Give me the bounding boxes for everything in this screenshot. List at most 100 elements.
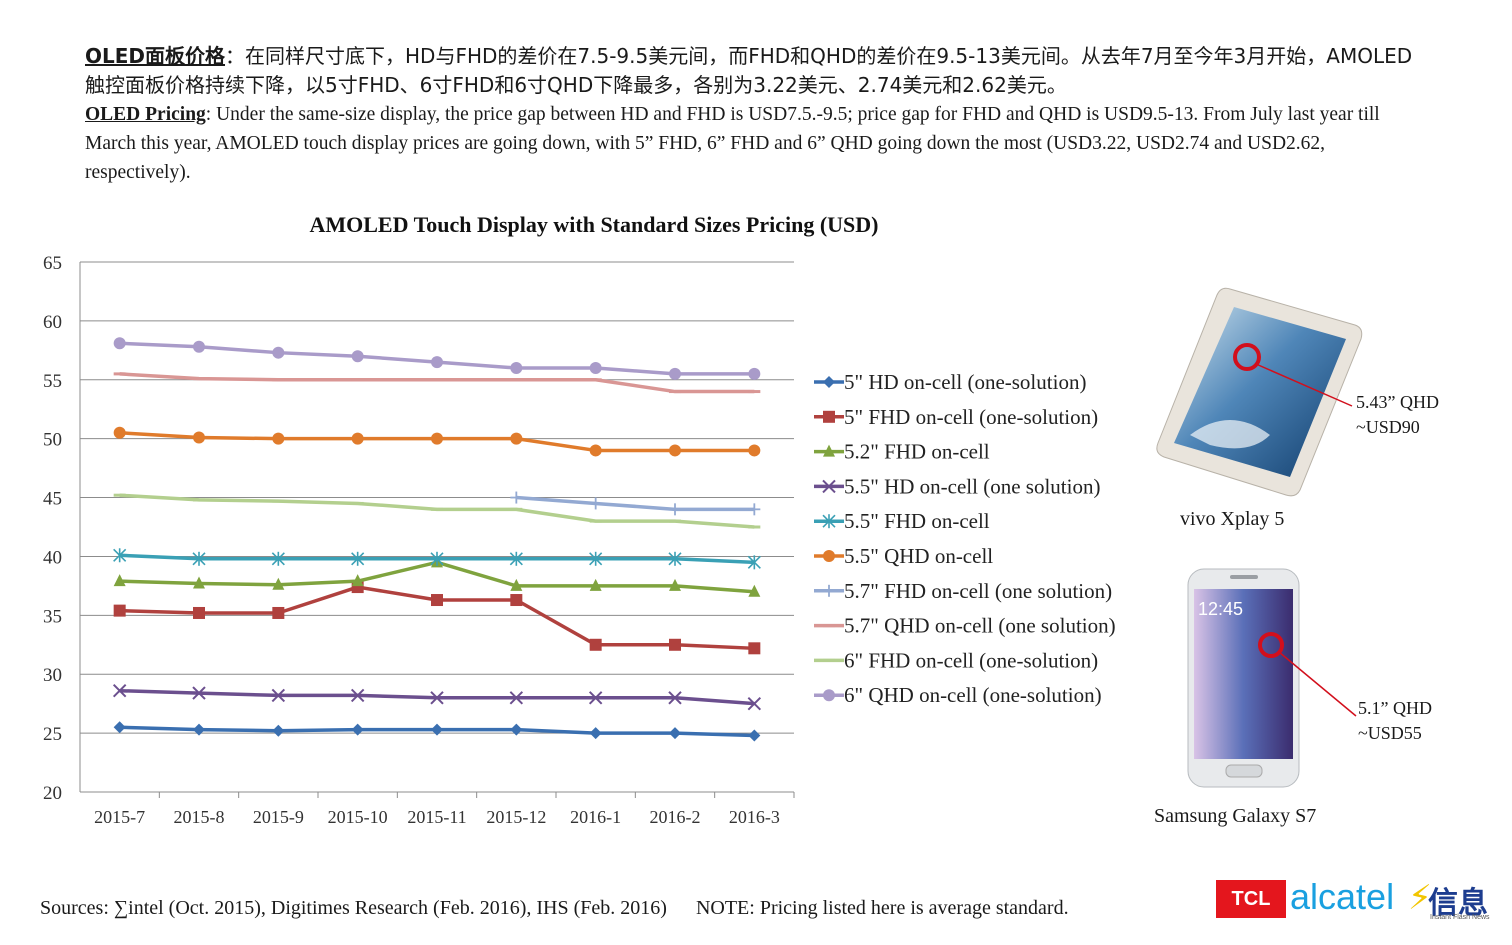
legend-item: 5.7" QHD on-cell (one solution) — [814, 614, 1116, 638]
legend-item: 6" QHD on-cell (one-solution) — [814, 683, 1102, 707]
data-point — [431, 723, 443, 736]
data-point — [431, 356, 443, 369]
legend-label: 5" FHD on-cell (one-solution) — [844, 405, 1098, 429]
samsung-highlight-circle — [1258, 632, 1357, 717]
intro-english: OLED Pricing: Under the same-size displa… — [85, 100, 1425, 187]
data-point — [113, 604, 126, 617]
legend-item: 5" HD on-cell (one-solution) — [814, 370, 1086, 394]
data-point — [669, 444, 681, 457]
x-tick-label: 2016-2 — [650, 807, 701, 827]
data-point — [430, 551, 444, 566]
data-point — [272, 432, 285, 445]
legend-item: 6" FHD on-cell (one-solution) — [814, 648, 1098, 672]
data-point — [748, 367, 761, 380]
intro-cn-body: ：在同样尺寸底下，HD与FHD的差价在7.5-9.5美元间，而FHD和QHD的差… — [85, 44, 1413, 97]
data-point — [747, 696, 762, 711]
footer: Sources: ∑intel (Oct. 2015), Digitimes R… — [40, 897, 1069, 920]
y-tick-label: 35 — [43, 606, 62, 627]
x-tick-label: 2015-12 — [486, 807, 546, 827]
data-point — [192, 686, 206, 700]
x-tick-label: 2015-9 — [253, 807, 304, 827]
data-point — [271, 688, 286, 703]
price-line-chart: AMOLED Touch Display with Standard Sizes… — [43, 212, 1116, 827]
data-point — [193, 340, 205, 353]
legend-item: 5" FHD on-cell (one-solution) — [814, 405, 1098, 429]
data-point — [669, 503, 681, 516]
x-tick-label: 2015-10 — [328, 807, 388, 827]
y-axis: 20 25 30 35 40 45 50 55 60 65 — [43, 253, 81, 804]
legend-swatch-marker — [823, 376, 835, 388]
vivo-caption: vivo Xplay 5 — [1180, 508, 1285, 530]
alcatel-logo: alcatel — [1290, 876, 1395, 917]
series-line — [119, 493, 755, 529]
data-point — [193, 431, 205, 444]
data-point — [272, 577, 285, 590]
vivo-highlight-circle — [1233, 343, 1353, 407]
legend-label: 5.5" FHD on-cell — [844, 509, 990, 533]
data-point — [113, 337, 126, 350]
series-6 — [510, 491, 761, 516]
chart-title: AMOLED Touch Display with Standard Sizes… — [309, 212, 878, 237]
legend-label: 5" HD on-cell (one-solution) — [844, 370, 1086, 394]
intro-cn-lead: OLED面板价格 — [85, 44, 226, 68]
y-tick-label: 65 — [43, 253, 62, 274]
data-point — [351, 350, 364, 363]
data-point — [431, 594, 443, 607]
data-point — [748, 503, 761, 516]
data-point — [669, 367, 681, 380]
data-point — [351, 551, 365, 566]
data-point — [669, 727, 681, 740]
samsung-callout-spec: 5.1” QHD — [1358, 698, 1432, 718]
x-tick-label: 2015-8 — [174, 807, 225, 827]
data-point — [510, 723, 523, 736]
x-tick-label: 2015-11 — [407, 807, 466, 827]
intro-en-lead: OLED Pricing — [85, 104, 206, 125]
intro-en-body: : Under the same-size display, the price… — [85, 104, 1380, 183]
footer-sources: Sources: ∑intel (Oct. 2015), Digitimes R… — [40, 897, 667, 919]
vivo-callout-spec: 5.43” QHD — [1356, 392, 1439, 412]
data-point — [350, 688, 365, 703]
series-0 — [113, 721, 761, 742]
legend-swatch-marker — [822, 514, 836, 529]
vivo-phone-image — [1156, 287, 1363, 497]
data-point — [509, 691, 524, 705]
chart-grid — [80, 261, 794, 793]
logo-tagline: Instant Flash News — [1430, 914, 1490, 921]
legend-swatch-marker — [823, 550, 835, 562]
legend-label: 5.7" QHD on-cell (one solution) — [844, 614, 1116, 638]
y-tick-label: 40 — [43, 547, 62, 568]
data-point — [192, 551, 206, 566]
samsung-callout-price: ~USD55 — [1358, 723, 1422, 743]
x-axis: 2015-7 2015-8 2015-9 2015-10 2015-11 2015-12 2… — [80, 791, 795, 827]
intro-text: OLED面板价格：在同样尺寸底下，HD与FHD的差价在7.5-9.5美元间，而F… — [85, 42, 1425, 187]
data-point — [351, 723, 364, 736]
samsung-caption: Samsung Galaxy S7 — [1154, 805, 1317, 827]
data-point — [113, 721, 126, 734]
series-9 — [113, 337, 761, 380]
series-line — [119, 372, 755, 394]
data-point — [748, 584, 761, 597]
data-point — [351, 574, 364, 587]
y-tick-label: 60 — [43, 312, 62, 333]
data-point — [589, 444, 602, 457]
data-point — [113, 426, 126, 439]
legend-label: 5.5" HD on-cell (one solution) — [844, 474, 1100, 498]
legend-item: 5.2" FHD on-cell — [814, 440, 990, 464]
samsung-screen-time: 12:45 — [1198, 599, 1243, 619]
data-point — [510, 362, 523, 374]
x-tick-label: 2016-1 — [570, 807, 621, 827]
data-point — [668, 691, 682, 705]
data-point — [588, 691, 603, 705]
data-point — [271, 551, 285, 566]
y-tick-label: 50 — [43, 430, 62, 451]
data-point — [510, 594, 523, 607]
data-point — [748, 642, 761, 655]
brand-logos: TCL alcatel ⚡ 信息 Instant Flash News — [1216, 876, 1492, 922]
vivo-callout: 5.43” QHD ~USD90 — [1356, 390, 1439, 440]
data-point — [589, 362, 602, 374]
data-point — [351, 432, 364, 445]
data-point — [509, 551, 523, 566]
chart-legend: 5" HD on-cell (one-solution) 5" FHD on-ce… — [814, 370, 1116, 707]
legend-swatch-marker — [823, 410, 835, 423]
data-point — [669, 578, 681, 591]
